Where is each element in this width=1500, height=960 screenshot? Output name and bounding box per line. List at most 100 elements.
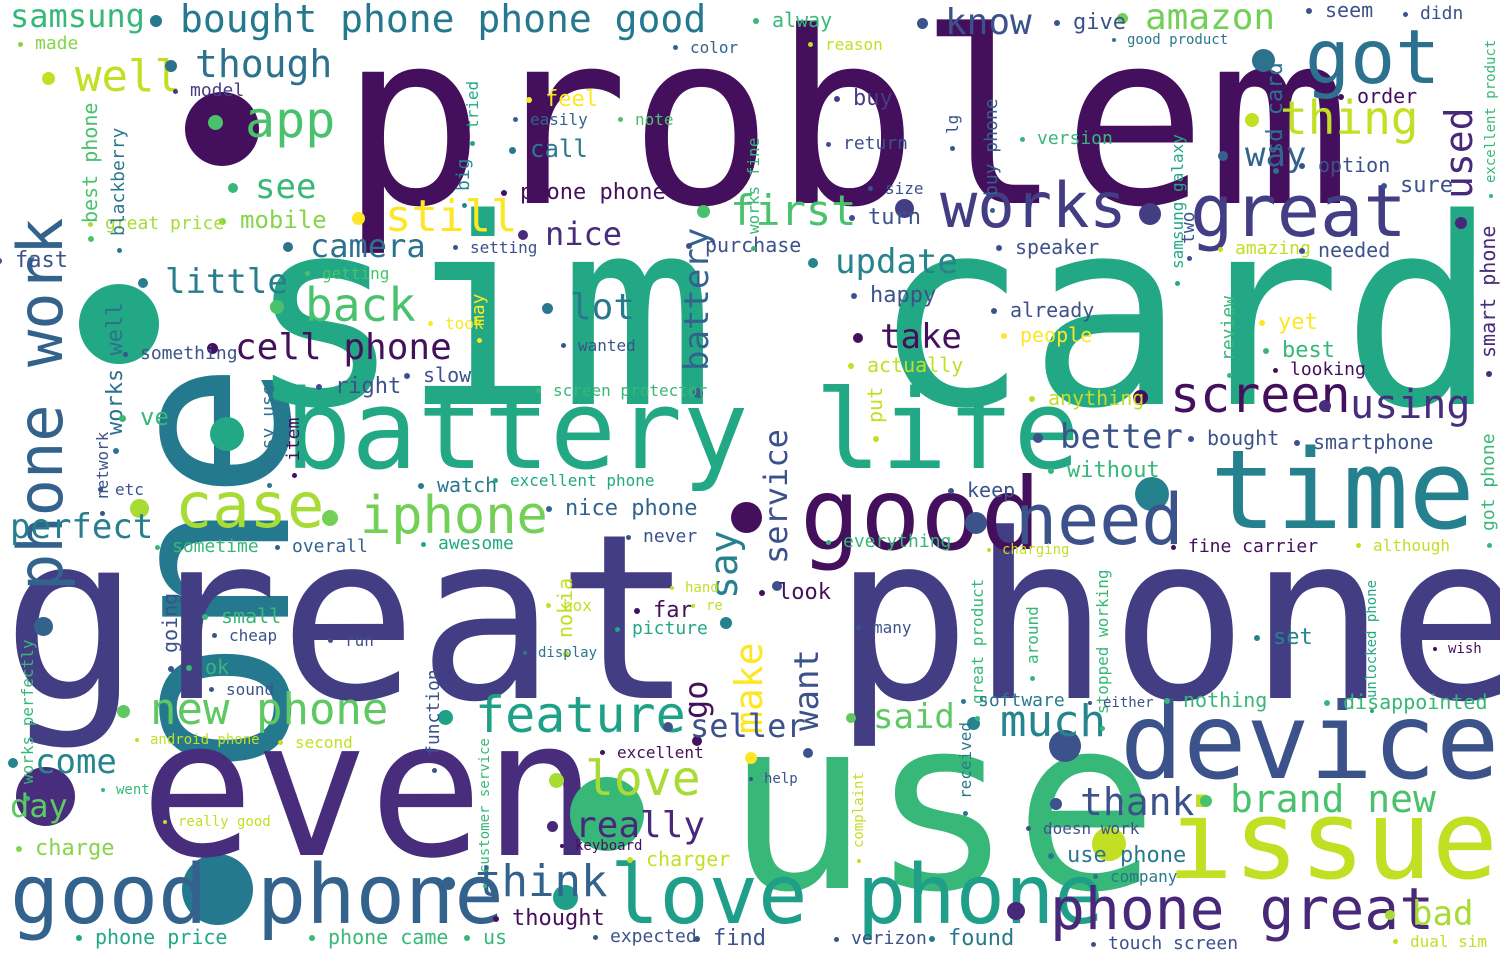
- cloud-word: amazon: [1145, 0, 1275, 36]
- cloud-word: either: [1103, 696, 1154, 710]
- cloud-word: lg: [943, 115, 962, 134]
- cloud-word: first: [730, 190, 856, 232]
- cloud-word: item: [283, 418, 304, 461]
- cloud-word: nice: [545, 218, 622, 250]
- cloud-word: small: [221, 606, 281, 626]
- cloud-word: come: [35, 745, 117, 779]
- cloud-word: already: [1010, 300, 1094, 320]
- cloud-word: excellent: [617, 745, 704, 761]
- cloud-word: yet: [1278, 312, 1318, 334]
- cloud-word: really: [575, 808, 705, 844]
- cloud-word: disappointed: [1343, 692, 1488, 712]
- cloud-word: charger: [646, 849, 730, 869]
- cloud-word: works: [940, 175, 1127, 237]
- cloud-word: phone great: [1050, 880, 1434, 938]
- cloud-word: note: [635, 112, 674, 128]
- cloud-word: well: [75, 55, 181, 99]
- cloud-word: second: [295, 735, 353, 751]
- cloud-word: much: [1000, 700, 1106, 744]
- cloud-word: screen protector: [553, 383, 707, 399]
- cloud-word: help: [764, 772, 798, 786]
- cloud-word: cell phone: [235, 330, 452, 366]
- cloud-word: anything: [1048, 388, 1144, 408]
- cloud-word: right: [335, 376, 401, 398]
- cloud-word: set: [1273, 627, 1313, 649]
- cloud-word: company: [1110, 869, 1177, 885]
- cloud-word: seller: [690, 710, 806, 742]
- cloud-word: great: [1190, 175, 1407, 247]
- cloud-word: issue: [1167, 785, 1498, 895]
- cloud-word: use: [725, 685, 1158, 925]
- cloud-word: brand new: [1230, 780, 1436, 818]
- cloud-word: works perfectly: [18, 640, 37, 785]
- cloud-word: feel: [545, 89, 598, 111]
- cloud-word: better: [1060, 420, 1183, 454]
- cloud-word: need: [1015, 485, 1184, 555]
- cloud-word: something: [140, 345, 238, 363]
- cloud-word: case: [175, 475, 324, 537]
- cloud-word: far: [653, 600, 693, 622]
- cloud-word: two: [1178, 212, 1199, 245]
- cloud-word: thought: [512, 908, 605, 930]
- cloud-word: amazing: [1235, 240, 1311, 258]
- cloud-word: many: [873, 620, 912, 636]
- cloud-word: didn: [1420, 5, 1463, 23]
- cloud-word: charging: [1002, 543, 1069, 557]
- cloud-word: everything: [843, 533, 951, 551]
- cloud-word: customer service: [477, 738, 493, 873]
- cloud-word: iphone: [360, 490, 548, 542]
- cloud-word: around: [1023, 607, 1042, 665]
- cloud-word: good product: [1127, 33, 1228, 47]
- cloud-word: bad: [1412, 897, 1473, 931]
- cloud-word: display: [538, 646, 597, 660]
- cloud-word: awesome: [438, 535, 514, 553]
- cloud-word: nice phone: [565, 498, 697, 520]
- cloud-word: thing: [1280, 95, 1418, 141]
- cloud-word: think: [475, 860, 607, 904]
- cloud-word: ok: [205, 657, 229, 677]
- cloud-word: made: [35, 35, 78, 53]
- cloud-word: excellent product: [1483, 39, 1499, 182]
- cloud-word: setting: [470, 240, 537, 256]
- cloud-word: return: [843, 135, 908, 153]
- cloud-word: stopped working: [1093, 570, 1112, 715]
- cloud-word: mobile: [240, 208, 327, 232]
- cloud-word: know: [945, 5, 1032, 41]
- cloud-word: feature: [475, 690, 686, 740]
- cloud-word: actually: [867, 355, 963, 375]
- cloud-word: using: [1350, 385, 1470, 425]
- cloud-word: run: [345, 633, 374, 649]
- cloud-word: time: [1210, 435, 1475, 545]
- cloud-word: app: [245, 95, 335, 145]
- cloud-word: keyboard: [575, 839, 642, 853]
- cloud-word: way: [1245, 138, 1306, 172]
- cloud-word: great product: [968, 579, 987, 704]
- cloud-word: buy phone: [981, 99, 1002, 197]
- cloud-word: big: [453, 159, 474, 192]
- cloud-word: day: [10, 790, 68, 822]
- cloud-word: thank: [1080, 783, 1194, 821]
- cloud-word: ve: [140, 405, 169, 429]
- cloud-word: happy: [870, 285, 936, 307]
- cloud-word: camera: [310, 230, 426, 262]
- cloud-word: doesn work: [1043, 821, 1139, 837]
- cloud-word: bought phone phone good: [180, 0, 706, 38]
- cloud-word: keep: [967, 480, 1015, 500]
- cloud-word: love phone: [610, 855, 1104, 937]
- cloud-word: speaker: [1015, 237, 1099, 257]
- cloud-word: really good: [178, 815, 271, 829]
- cloud-word: fast: [15, 250, 68, 272]
- cloud-word: reason: [825, 37, 883, 53]
- cloud-word: alway: [772, 10, 832, 30]
- cloud-word: call: [530, 137, 588, 161]
- cloud-word: new phone: [150, 688, 388, 732]
- cloud-word: easy use: [258, 384, 279, 471]
- cloud-word: order: [1357, 86, 1417, 106]
- cloud-word: cheap: [229, 628, 277, 644]
- cloud-word: dual sim: [1410, 934, 1487, 950]
- cloud-word: still: [385, 195, 517, 239]
- cloud-word: box: [563, 598, 592, 614]
- cloud-word: give: [1073, 12, 1126, 34]
- cloud-word: sim card: [246, 185, 1498, 445]
